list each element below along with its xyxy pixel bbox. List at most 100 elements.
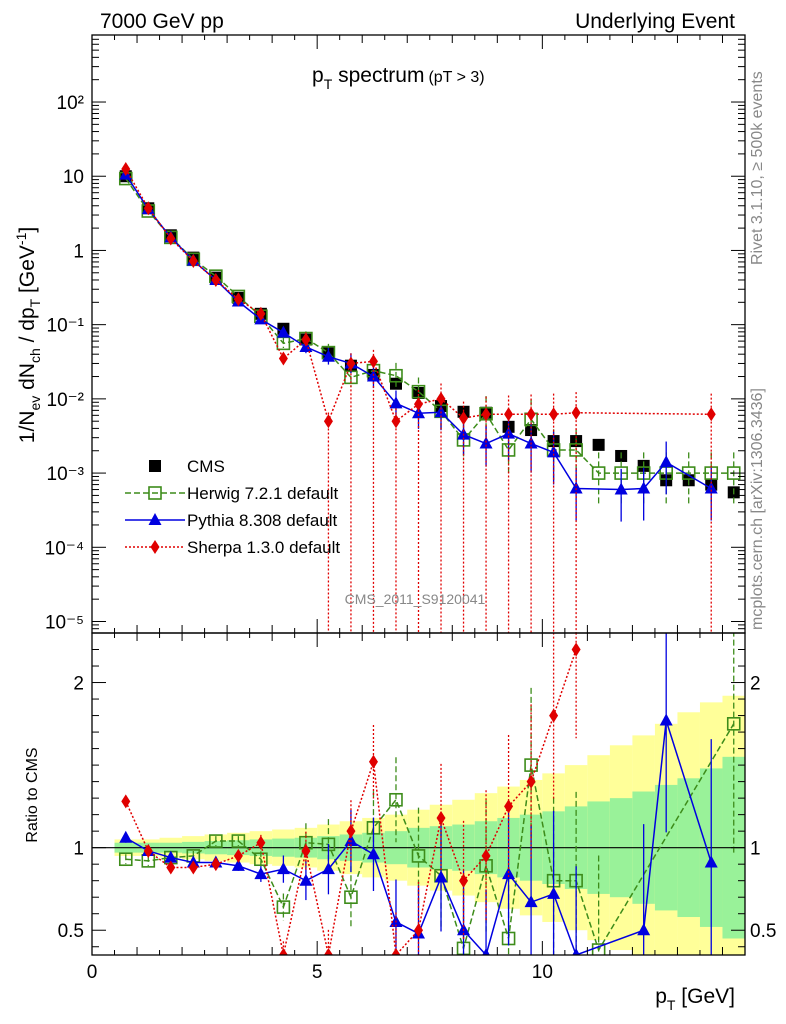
ratio-point-pythia (119, 830, 133, 843)
ratio-point-sherpa (121, 794, 131, 809)
ratio-point-herwig (389, 792, 403, 807)
ratio-point-sherpa (391, 948, 401, 955)
ratio-uncertainty-bands (114, 695, 745, 955)
ratio-point-sherpa (301, 843, 311, 858)
y-tick-label: 10⁻⁴ (45, 538, 84, 559)
ratio-y-axis-label: Ratio to CMS (24, 747, 41, 842)
plot-title: pT spectrum (pT > 3) (312, 64, 485, 92)
ratio-point-pythia (299, 873, 313, 886)
ratio-point-sherpa (233, 848, 243, 863)
ratio-line-herwig (125, 723, 735, 952)
ratio-point-sherpa (143, 843, 153, 858)
ratio-point-herwig (726, 717, 741, 731)
ratio-point-sherpa (459, 873, 469, 888)
series-line-sherpa (125, 168, 712, 424)
point-pythia (614, 482, 628, 495)
x-tick-label: 5 (312, 962, 323, 983)
legend-item-sherpa: Sherpa 1.3.0 default (125, 538, 340, 557)
ratio-point-pythia (321, 862, 335, 875)
point-sherpa (233, 292, 243, 307)
ratio-point-sherpa (166, 860, 176, 875)
ratio-point-herwig (411, 849, 426, 863)
ratio-y-tick-label-left: 0.5 (58, 921, 84, 942)
ratio-point-sherpa (188, 860, 198, 875)
series-sherpa (121, 162, 716, 633)
ratio-point-pythia (572, 948, 580, 955)
point-sherpa (414, 397, 423, 412)
point-sherpa (526, 407, 536, 422)
series-cms (119, 170, 740, 499)
ratio-point-sherpa (571, 642, 581, 657)
point-pythia (457, 427, 471, 440)
point-pythia (569, 481, 583, 494)
series-herwig (118, 171, 741, 506)
ratio-point-herwig (276, 900, 291, 914)
ratio-point-pythia (524, 895, 538, 908)
y-tick-label: 10⁻¹ (47, 316, 85, 337)
ratio-point-pythia (231, 858, 245, 871)
ratio-series-sherpa (121, 633, 581, 955)
ratio-y-tick-label-right: 0.5 (750, 921, 776, 942)
ratio-point-pythia (254, 867, 268, 880)
point-sherpa (571, 405, 581, 420)
point-pythia (659, 455, 673, 468)
point-sherpa (504, 407, 514, 422)
ratio-y-tick-label-left: 1 (73, 839, 84, 860)
y-tick-label: 10⁻³ (47, 464, 85, 485)
point-pythia (321, 349, 335, 362)
legend-item-cms: CMS (149, 457, 225, 476)
legend-label: Sherpa 1.3.0 default (187, 538, 340, 557)
point-pythia (637, 481, 651, 494)
point-herwig (569, 443, 583, 457)
point-sherpa (323, 414, 333, 429)
legend-marker-sherpa (150, 540, 160, 554)
ratio-point-herwig (344, 890, 358, 905)
point-sherpa (278, 351, 288, 366)
point-sherpa (391, 414, 401, 429)
legend-label: Herwig 7.2.1 default (187, 484, 338, 503)
axes: 0 5 10 10⁻⁵ 10⁻⁴ 10⁻³ 10⁻² 10⁻¹ 1 10 10² 0.5 0.5 1 1 2 2 (45, 34, 776, 983)
point-herwig (591, 466, 606, 480)
point-sherpa (459, 411, 469, 426)
ratio-line-sherpa (125, 649, 577, 955)
main-panel (118, 162, 741, 633)
point-sherpa (166, 231, 176, 246)
ratio-point-pythia (482, 948, 490, 955)
point-sherpa (481, 407, 491, 422)
ratio-panel (92, 633, 745, 955)
y-tick-label: 10² (57, 93, 84, 114)
ratio-point-sherpa (368, 754, 378, 769)
point-sherpa (121, 162, 131, 177)
legend-item-pythia: Pythia 8.308 default (125, 511, 338, 530)
ratio-point-sherpa (323, 948, 333, 955)
ratio-y-tick-label-left: 2 (73, 674, 84, 695)
point-sherpa (436, 391, 446, 406)
legend-label: CMS (187, 457, 225, 476)
ratio-point-herwig (254, 852, 268, 867)
ratio-point-sherpa (481, 848, 491, 863)
header-right: Underlying Event (575, 10, 735, 33)
y-tick-label: 1 (73, 241, 84, 262)
y-tick-label: 10 (63, 167, 84, 188)
ratio-y-tick-label-right: 1 (750, 839, 761, 860)
ratio-point-pythia (276, 862, 290, 875)
ratio-point-pythia (344, 834, 358, 847)
ratio-point-sherpa (211, 857, 221, 872)
analysis-watermark: CMS_2011_S9120041 (345, 591, 486, 607)
ratio-point-pythia (637, 923, 651, 936)
legend: CMS Herwig 7.2.1 default Pythia 8.308 defa… (125, 457, 340, 557)
ratio-point-sherpa (549, 708, 559, 723)
ratio-point-herwig (231, 834, 246, 848)
point-sherpa (143, 201, 153, 216)
ratio-point-pythia (502, 867, 516, 880)
legend-item-herwig: Herwig 7.2.1 default (125, 484, 338, 503)
ratio-point-sherpa (504, 799, 514, 814)
point-herwig (389, 368, 403, 383)
ratio-point-herwig (591, 943, 606, 955)
ratio-point-pythia (659, 713, 673, 726)
main-y-axis-label: 1/Nev dNch / dpT [GeV-1] (13, 227, 43, 443)
ratio-point-sherpa (436, 810, 446, 825)
y-tick-label: 10⁻⁵ (45, 613, 84, 634)
header-left: 7000 GeV pp (100, 10, 224, 33)
